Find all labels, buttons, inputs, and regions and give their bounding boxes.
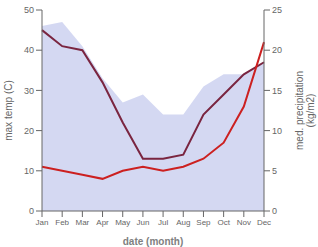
- svg-text:Nov: Nov: [237, 218, 251, 227]
- svg-text:Jul: Jul: [158, 218, 168, 227]
- svg-text:20: 20: [272, 45, 282, 55]
- svg-text:30: 30: [24, 86, 34, 96]
- svg-text:Dec: Dec: [257, 218, 271, 227]
- svg-text:25: 25: [272, 5, 282, 15]
- svg-text:10: 10: [272, 126, 282, 136]
- svg-text:0: 0: [29, 206, 34, 216]
- svg-text:Sep: Sep: [196, 218, 211, 227]
- svg-text:5: 5: [272, 166, 277, 176]
- svg-text:0: 0: [272, 206, 277, 216]
- svg-text:May: May: [115, 218, 130, 227]
- svg-text:med. precipitation(kg/m2): med. precipitation(kg/m2): [294, 71, 311, 150]
- svg-text:Feb: Feb: [55, 218, 69, 227]
- svg-text:15: 15: [272, 86, 282, 96]
- svg-text:20: 20: [24, 126, 34, 136]
- svg-text:Oct: Oct: [217, 218, 230, 227]
- svg-text:date (month): date (month): [123, 236, 184, 247]
- svg-text:40: 40: [24, 45, 34, 55]
- svg-text:max temp (C): max temp (C): [8, 80, 14, 141]
- svg-text:50: 50: [24, 5, 34, 15]
- svg-text:Jun: Jun: [136, 218, 149, 227]
- svg-text:Aug: Aug: [176, 218, 190, 227]
- svg-text:Jan: Jan: [36, 218, 49, 227]
- svg-text:10: 10: [24, 166, 34, 176]
- svg-text:Apr: Apr: [96, 218, 109, 227]
- svg-text:Mar: Mar: [75, 218, 89, 227]
